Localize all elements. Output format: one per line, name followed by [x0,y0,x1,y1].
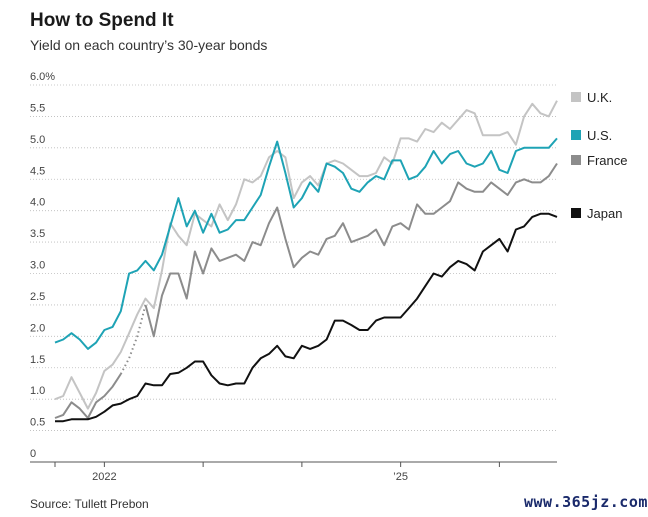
chart-subtitle: Yield on each country’s 30-year bonds [30,37,268,53]
y-tick-label: 2.0 [30,322,45,334]
legend-swatch [571,92,581,102]
y-tick-label: 4.0 [30,197,45,209]
gridlines [30,84,557,463]
y-tick-label: 3.5 [30,228,45,240]
y-tick-label: 2.5 [30,291,45,303]
y-tick-label: 1.0 [30,385,45,397]
legend-label: France [587,153,627,168]
y-axis-ticks: 0 0.5 1.0 1.5 2.0 2.5 3.0 3.5 4.0 4.5 5.0 5.5 6.0% [30,71,55,460]
source-note: Source: Tullett Prebon [30,497,149,511]
x-tick-label: ’25 [393,471,408,483]
legend-swatch [571,130,581,140]
y-tick-label: 5.5 [30,102,45,114]
legend: U.K. U.S. France Japan [571,90,627,221]
series-line [54,100,558,410]
x-tick-label: 2022 [92,471,116,483]
series-line-dashed [119,304,147,375]
x-axis-ticks: 2022 ’25 [54,462,500,483]
series-line [54,373,122,419]
legend-label: Japan [587,206,622,221]
series-lines [54,100,558,423]
y-tick-label: 6.0% [30,71,55,83]
legend-swatch [571,155,581,165]
legend-label: U.K. [587,90,612,105]
y-tick-label: 4.5 [30,165,45,177]
legend-label: U.S. [587,128,612,143]
series-line [55,212,558,423]
y-tick-label: 5.0 [30,134,45,146]
y-tick-label: 0.5 [30,417,45,429]
series-line [144,162,558,338]
y-tick-label: 1.5 [30,354,45,366]
y-tick-label: 0 [30,448,36,460]
y-tick-label: 3.0 [30,260,45,272]
watermark: www.365jz.com [524,493,648,511]
series-line [54,137,558,350]
chart-title: How to Spend It [30,10,174,31]
legend-swatch [571,208,581,218]
